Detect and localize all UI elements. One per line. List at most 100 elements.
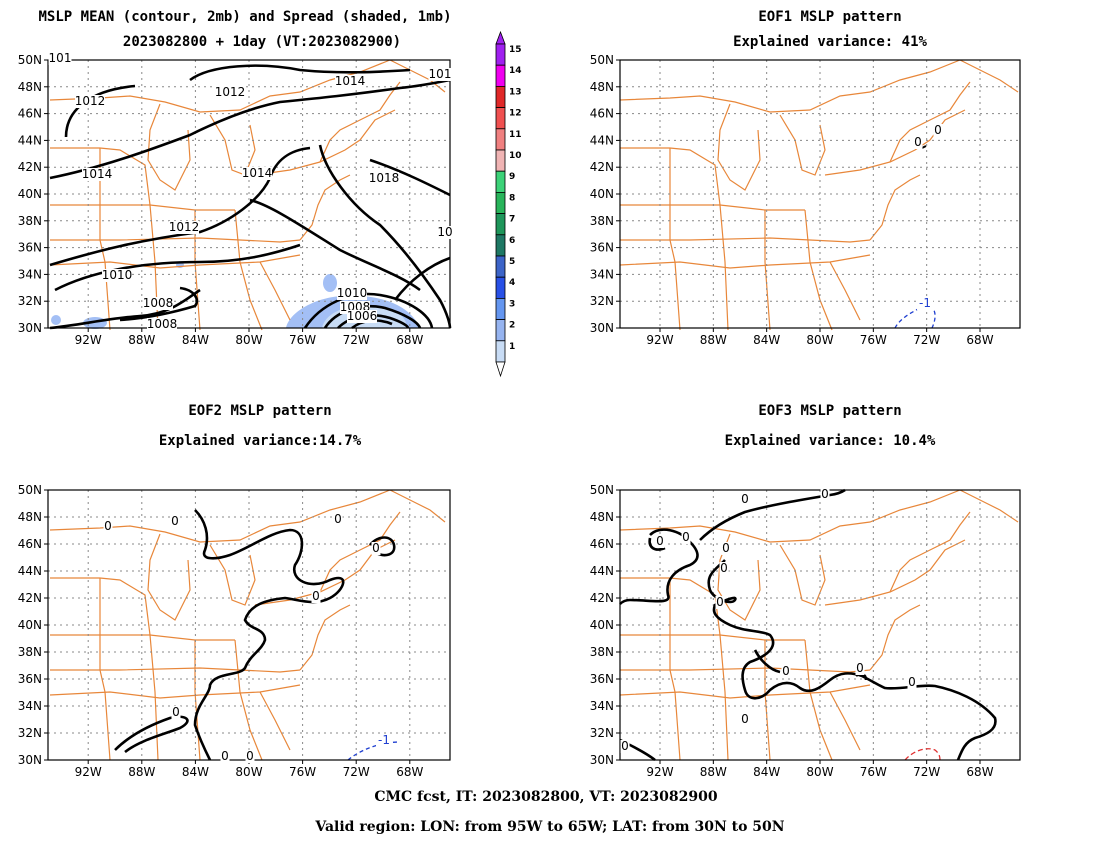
colorbar-swatch	[495, 234, 506, 257]
colorbar-swatch	[495, 255, 506, 278]
lon-tick-label: 92W	[75, 333, 102, 347]
state-boundaries	[619, 59, 1019, 331]
contour-label: 0	[908, 675, 916, 689]
panel3-title: EOF2 MSLP pattern	[188, 403, 332, 419]
colorbar-label: 8	[509, 193, 515, 203]
lat-tick-label: 44N	[590, 133, 614, 147]
colorbar-label: 15	[509, 45, 522, 55]
lat-tick-label: 36N	[590, 241, 614, 255]
colorbar-swatch	[495, 191, 506, 214]
contour-label: 1014	[82, 167, 113, 181]
contour-label: 0	[104, 519, 112, 533]
lat-tick-label: 50N	[590, 53, 614, 67]
lat-tick-label: 44N	[590, 564, 614, 578]
colorbar-swatch	[495, 64, 506, 87]
contour-label: 1014	[335, 74, 366, 88]
lat-tick-label: 40N	[18, 187, 42, 201]
colorbar-swatch	[495, 128, 506, 151]
contour-label: 1012	[169, 220, 200, 234]
panel3-subtitle: Explained variance:14.7%	[158, 433, 362, 449]
lat-tick-label: 48N	[18, 80, 42, 94]
lat-lon-grid	[48, 490, 450, 760]
state-boundaries	[619, 489, 1019, 761]
state-boundaries	[49, 489, 446, 761]
lat-tick-label: 30N	[18, 753, 42, 767]
contour-label: 1008	[147, 317, 178, 331]
lat-tick-label: 38N	[590, 214, 614, 228]
contour-label: 101	[49, 51, 72, 65]
lon-tick-label: 88W	[700, 765, 727, 779]
footer-forecast-info: CMC fcst, IT: 2023082800, VT: 2023082900	[374, 789, 718, 805]
colorbar-label: 14	[509, 66, 522, 76]
lat-tick-label: 40N	[590, 187, 614, 201]
colorbar-swatch	[495, 107, 506, 130]
colorbar-label: 9	[509, 172, 515, 182]
lon-tick-label: 88W	[128, 765, 155, 779]
lon-tick-label: 84W	[182, 765, 209, 779]
colorbar-label: 4	[509, 278, 515, 288]
colorbar-swatch	[495, 340, 506, 363]
lon-tick-label: 88W	[700, 333, 727, 347]
lat-tick-label: 50N	[18, 53, 42, 67]
contour-label: 0	[720, 561, 728, 575]
lon-tick-label: 80W	[235, 333, 262, 347]
contour-label: 0	[246, 749, 254, 763]
panel1-subtitle: 2023082800 + 1day (VT:2023082900)	[122, 34, 402, 50]
lat-tick-label: 40N	[18, 618, 42, 632]
lat-tick-label: 34N	[590, 699, 614, 713]
lat-tick-label: 32N	[590, 294, 614, 308]
lat-tick-label: 36N	[18, 672, 42, 686]
lat-tick-label: 48N	[590, 510, 614, 524]
lat-tick-label: 38N	[18, 645, 42, 659]
contour-label: 1012	[75, 94, 106, 108]
contour-label: 101	[429, 67, 452, 81]
contour-label: 1012	[215, 85, 246, 99]
lat-tick-label: 34N	[18, 699, 42, 713]
lat-tick-label: 46N	[18, 537, 42, 551]
colorbar-label: 5	[509, 257, 515, 267]
lat-tick-label: 38N	[590, 645, 614, 659]
lon-tick-label: 68W	[966, 333, 993, 347]
panel4-subtitle: Explained variance: 10.4%	[724, 433, 936, 449]
lat-tick-label: 34N	[18, 267, 42, 281]
lat-tick-label: 46N	[590, 537, 614, 551]
lon-tick-label: 72W	[343, 765, 370, 779]
lat-tick-label: 32N	[18, 726, 42, 740]
lon-tick-label: 68W	[396, 765, 423, 779]
lat-tick-label: 48N	[590, 80, 614, 94]
lat-tick-label: 42N	[18, 160, 42, 174]
lat-tick-label: 50N	[18, 483, 42, 497]
colorbar-bottom-arrow	[495, 361, 506, 378]
contour-label: 1010	[337, 286, 368, 300]
contour-label: 0	[221, 749, 229, 763]
contour-label: 0	[621, 739, 629, 753]
lat-tick-label: 36N	[590, 672, 614, 686]
lat-tick-label: 36N	[18, 241, 42, 255]
lon-tick-label: 92W	[75, 765, 102, 779]
lat-tick-label: 30N	[18, 321, 42, 335]
lat-lon-grid	[620, 60, 1020, 328]
lon-tick-label: 68W	[396, 333, 423, 347]
footer-valid-region: Valid region: LON: from 95W to 65W; LAT:…	[315, 819, 785, 835]
colorbar-swatch	[495, 213, 506, 236]
contour-label: 0	[856, 661, 864, 675]
contour-label: 0	[741, 492, 749, 506]
lon-tick-label: 76W	[289, 765, 316, 779]
lon-tick-label: 80W	[235, 765, 262, 779]
lat-tick-label: 50N	[590, 483, 614, 497]
contour-label: 0	[372, 541, 380, 555]
lat-tick-label: 32N	[18, 294, 42, 308]
contour-label: 0	[934, 123, 942, 137]
contour-label: 0	[171, 514, 179, 528]
lat-tick-label: 32N	[590, 726, 614, 740]
colorbar-swatch	[495, 43, 506, 66]
lon-tick-label: 72W	[913, 765, 940, 779]
colorbar-swatch	[495, 170, 506, 193]
colorbar-label: 11	[509, 130, 522, 140]
lon-tick-label: 80W	[806, 333, 833, 347]
mslp-contours	[49, 64, 452, 330]
lon-tick-label: 88W	[128, 333, 155, 347]
